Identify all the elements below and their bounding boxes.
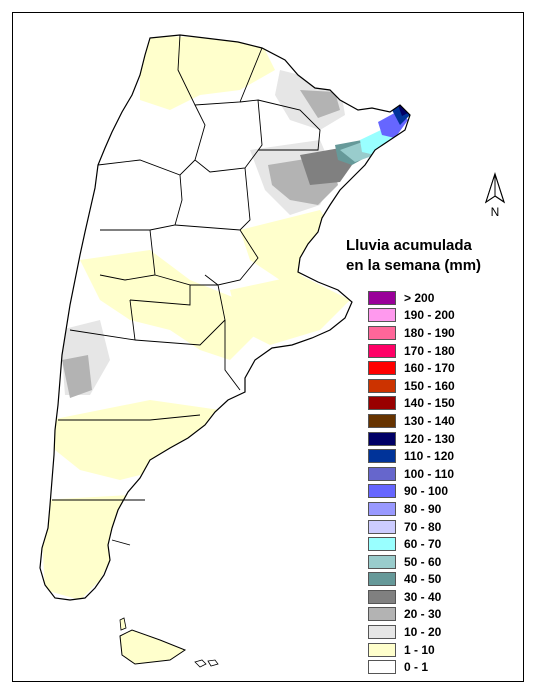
legend-item: 120 - 130: [368, 430, 455, 448]
rainfall-region: [140, 35, 275, 110]
legend-label: 1 - 10: [404, 642, 435, 657]
legend-swatch: [368, 519, 396, 534]
legend-swatch: [368, 660, 396, 675]
legend-item: 40 - 50: [368, 571, 455, 589]
province-borders: [52, 34, 321, 546]
legend-item: 130 - 140: [368, 412, 455, 430]
legend-item: 50 - 60: [368, 553, 455, 571]
legend-swatch: [368, 501, 396, 516]
legend-item: 170 - 180: [368, 342, 455, 360]
legend-label: 190 - 200: [404, 308, 455, 323]
legend-item: 10 - 20: [368, 623, 455, 641]
legend-swatch: [368, 378, 396, 393]
legend-title: Lluvia acumulada en la semana (mm): [346, 236, 526, 276]
legend-item: 100 - 110: [368, 465, 455, 483]
legend-label: 120 - 130: [404, 431, 455, 446]
legend-swatch: [368, 343, 396, 358]
legend-label: 140 - 150: [404, 396, 455, 411]
legend-label: 40 - 50: [404, 572, 442, 587]
legend-item: 1 - 10: [368, 641, 455, 659]
north-arrow-icon: N: [484, 172, 506, 219]
rainfall-region: [300, 90, 340, 118]
legend-title-line1: Lluvia acumulada: [346, 237, 472, 254]
legend-swatch: [368, 625, 396, 640]
legend-swatch: [368, 607, 396, 622]
legend-item: 20 - 30: [368, 606, 455, 624]
rainfall-region: [80, 250, 260, 360]
legend-item: 150 - 160: [368, 377, 455, 395]
legend-swatch: [368, 642, 396, 657]
legend-item: 180 - 190: [368, 324, 455, 342]
legend-swatch: [368, 325, 396, 340]
legend-label: 170 - 180: [404, 343, 455, 358]
legend-swatch: [368, 466, 396, 481]
legend-item: 160 - 170: [368, 359, 455, 377]
north-arrow: N: [482, 172, 508, 220]
legend-swatch: [368, 589, 396, 604]
legend-item: 0 - 1: [368, 658, 455, 676]
rainfall-region: [40, 495, 130, 600]
legend-label: 90 - 100: [404, 484, 449, 499]
north-label: N: [491, 205, 500, 219]
legend-label: 70 - 80: [404, 519, 442, 534]
legend-title-line2: en la semana (mm): [346, 257, 482, 274]
rainfall-region: [230, 275, 350, 345]
legend-item: 30 - 40: [368, 588, 455, 606]
legend-swatch: [368, 361, 396, 376]
legend-label: 100 - 110: [404, 466, 455, 481]
legend-swatch: [368, 413, 396, 428]
legend-label: 20 - 30: [404, 607, 442, 622]
legend-swatch: [368, 431, 396, 446]
legend-swatch: [368, 449, 396, 464]
legend-label: 60 - 70: [404, 537, 442, 552]
legend-item: 60 - 70: [368, 535, 455, 553]
legend-label: 10 - 20: [404, 625, 442, 640]
legend-item: 140 - 150: [368, 395, 455, 413]
legend-label: 150 - 160: [404, 378, 455, 393]
legend-item: 70 - 80: [368, 518, 455, 536]
legend-label: > 200: [404, 290, 435, 305]
legend-swatch: [368, 308, 396, 323]
legend-label: 50 - 60: [404, 554, 442, 569]
legend-label: 110 - 120: [404, 449, 455, 464]
legend-item: 110 - 120: [368, 447, 455, 465]
malvinas-islands: [194, 659, 219, 668]
legend-label: 80 - 90: [404, 501, 442, 516]
legend-item: > 200: [368, 289, 455, 307]
legend-label: 180 - 190: [404, 325, 455, 340]
legend: > 200 190 - 200 180 - 190 170 - 180 160 - 17…: [368, 289, 455, 676]
tierra-del-fuego: [119, 617, 187, 665]
legend-item: 80 - 90: [368, 500, 455, 518]
legend-swatch: [368, 290, 396, 305]
legend-item: 90 - 100: [368, 483, 455, 501]
legend-swatch: [368, 537, 396, 552]
legend-label: 130 - 140: [404, 413, 455, 428]
legend-label: 0 - 1: [404, 660, 429, 675]
legend-item: 190 - 200: [368, 307, 455, 325]
legend-swatch: [368, 554, 396, 569]
legend-label: 160 - 170: [404, 361, 455, 376]
rainfall-region: [62, 355, 92, 398]
legend-swatch: [368, 572, 396, 587]
legend-swatch: [368, 484, 396, 499]
legend-swatch: [368, 396, 396, 411]
legend-label: 30 - 40: [404, 589, 442, 604]
